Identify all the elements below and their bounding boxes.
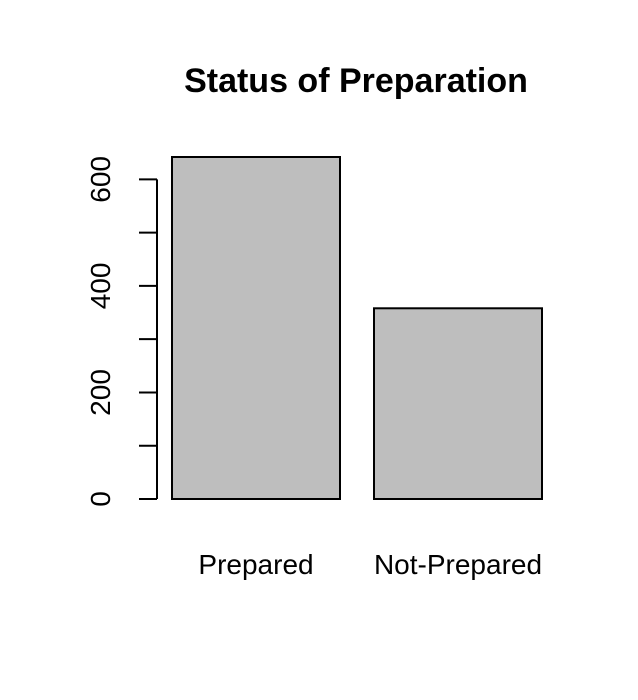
bar-not-prepared — [373, 307, 543, 501]
x-category-label: Prepared — [198, 549, 313, 580]
y-tick-label: 400 — [85, 263, 116, 310]
bar-prepared — [171, 156, 341, 500]
y-tick-label: 200 — [85, 369, 116, 416]
y-axis: 0 200 400 600 — [85, 156, 158, 507]
y-tick-label: 0 — [85, 491, 116, 507]
bars-group — [171, 156, 543, 501]
x-category-label: Not-Prepared — [374, 549, 542, 580]
y-tick-label: 600 — [85, 156, 116, 203]
x-axis-labels: Prepared Not-Prepared — [198, 549, 542, 580]
chart-title: Status of Preparation — [184, 62, 528, 100]
